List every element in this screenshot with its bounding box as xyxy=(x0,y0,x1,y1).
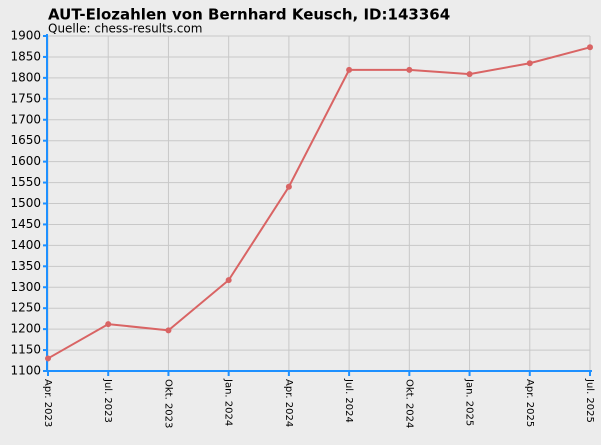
x-tick-label: Okt. 2023 xyxy=(162,379,173,428)
y-tick-label: 1250 xyxy=(10,301,41,315)
y-tick-label: 1800 xyxy=(10,70,41,84)
x-tick-label: Okt. 2024 xyxy=(403,379,414,428)
data-point xyxy=(406,66,413,73)
x-tick-label: Jan. 2024 xyxy=(223,378,234,426)
chart-subtitle: Quelle: chess-results.com xyxy=(48,22,202,36)
y-tick-label: 1150 xyxy=(10,343,41,357)
data-point xyxy=(105,321,112,328)
y-tick-label: 1100 xyxy=(10,364,41,378)
chart-title: AUT-Elozahlen von Bernhard Keusch, ID:14… xyxy=(48,6,450,24)
x-tick-label: Apr. 2024 xyxy=(283,379,294,427)
y-tick-label: 1700 xyxy=(10,112,41,126)
x-tick-label: Jul. 2025 xyxy=(584,378,595,423)
y-tick-label: 1200 xyxy=(10,322,41,336)
y-tick-label: 1400 xyxy=(10,238,41,252)
data-point xyxy=(526,60,533,67)
data-point xyxy=(285,183,292,190)
x-tick-label: Jul. 2023 xyxy=(102,378,113,423)
x-tick-label: Apr. 2023 xyxy=(42,379,53,427)
y-tick-label: 1500 xyxy=(10,196,41,210)
y-tick-label: 1900 xyxy=(10,29,41,43)
y-tick-label: 1350 xyxy=(10,259,41,273)
y-tick-label: 1750 xyxy=(10,91,41,105)
y-tick-label: 1550 xyxy=(10,175,41,189)
data-point xyxy=(587,44,593,51)
data-point xyxy=(346,66,353,73)
y-tick-label: 1450 xyxy=(10,217,41,231)
y-tick-label: 1600 xyxy=(10,154,41,168)
data-line xyxy=(47,46,591,360)
x-tick-label: Apr. 2025 xyxy=(524,379,535,427)
data-point xyxy=(165,327,172,334)
y-tick-label: 1300 xyxy=(10,280,41,294)
y-tick-label: 1650 xyxy=(10,133,41,147)
x-tick-label: Jan. 2025 xyxy=(464,378,475,426)
data-point xyxy=(45,355,51,362)
x-tick-label: Jul. 2024 xyxy=(343,378,354,423)
y-tick-label: 1850 xyxy=(10,49,41,63)
data-point xyxy=(225,277,232,284)
data-point xyxy=(466,71,473,78)
